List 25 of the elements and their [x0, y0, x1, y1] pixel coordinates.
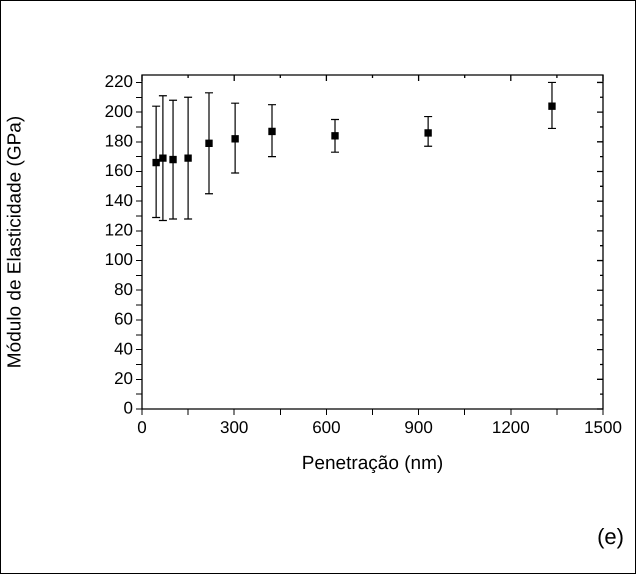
y-tick-label: 0 [124, 398, 133, 418]
y-tick-label: 40 [114, 339, 133, 358]
x-tick-label: 0 [137, 418, 147, 437]
x-axis-title: Penetração (nm) [302, 452, 444, 474]
x-tick-label: 300 [220, 418, 248, 437]
y-tick-label: 140 [104, 190, 133, 210]
y-tick-label: 80 [114, 280, 133, 299]
y-tick-label: 60 [114, 310, 133, 329]
point [231, 135, 239, 143]
x-tick-label: 1500 [584, 418, 622, 437]
point [184, 154, 192, 162]
y-axis-title: Módulo de Elasticidade (GPa) [4, 116, 26, 368]
y-tick-label: 100 [104, 250, 133, 270]
y-tick-label: 200 [104, 102, 133, 121]
point [159, 154, 167, 162]
y-tick-label: 120 [104, 220, 133, 240]
point [424, 129, 432, 137]
text: (e) [597, 524, 624, 550]
y-tick-label: 20 [114, 369, 133, 388]
x-tick-label: 600 [312, 418, 341, 437]
y-tick-label: 160 [104, 161, 133, 180]
x-tick-label: 900 [404, 418, 433, 437]
y-tick-label: 180 [104, 131, 133, 150]
x-tick-label: 1200 [492, 418, 530, 437]
y-tick-label: 220 [104, 72, 133, 92]
